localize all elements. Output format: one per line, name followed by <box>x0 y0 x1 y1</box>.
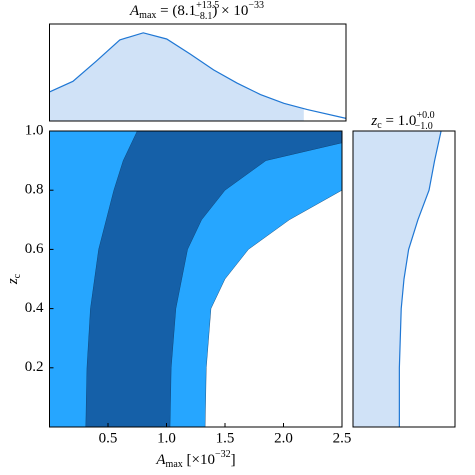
symbol: z <box>5 278 21 285</box>
density-line <box>49 32 347 119</box>
upper: +13.5 <box>196 0 219 11</box>
frame <box>352 130 456 428</box>
math-label: Amax = (8.1+13.5 −8.1) × 10−33 <box>129 0 264 22</box>
credible-fill <box>353 131 442 427</box>
upper: +0.0 <box>416 110 434 121</box>
y-tick-label: 0.2 <box>25 359 44 375</box>
math-label: Amax [×10−32] <box>155 449 235 470</box>
x-tick-label: 0.5 <box>99 430 118 446</box>
lower: −1.0 <box>415 121 433 132</box>
symbol: z <box>370 113 377 129</box>
frame <box>49 23 347 122</box>
tail: ) × 10 <box>212 3 248 19</box>
subscript: c <box>12 273 23 278</box>
y-tick-label: 1.0 <box>25 122 44 138</box>
y-tick-label: 0.8 <box>25 182 44 198</box>
text: = (8.1 <box>156 3 196 19</box>
frame <box>49 130 343 428</box>
symbol: A <box>155 452 166 468</box>
math-label: zc <box>5 273 23 285</box>
x-tick-label: 1.0 <box>157 430 176 446</box>
subscript: max <box>166 459 183 470</box>
density-line <box>398 130 442 427</box>
credible-fill <box>49 32 304 122</box>
x-tick-label: 2.5 <box>333 430 352 446</box>
x-tick-label: 2.0 <box>274 430 293 446</box>
text: = 1.0 <box>382 113 417 129</box>
x-tick-label: 1.5 <box>216 430 235 446</box>
lower: −8.1 <box>194 11 212 22</box>
text: [×10 <box>183 452 215 468</box>
symbol: A <box>129 3 140 19</box>
y-tick-label: 0.4 <box>25 300 44 316</box>
subscript: c <box>377 120 382 131</box>
exp: −32 <box>215 449 231 460</box>
math-label: zc = 1.0+0.0 −1.0 <box>370 110 434 132</box>
exp: −33 <box>248 0 264 11</box>
y-tick-label: 0.6 <box>25 241 44 257</box>
tail: ] <box>231 452 236 468</box>
subscript: max <box>139 10 156 21</box>
